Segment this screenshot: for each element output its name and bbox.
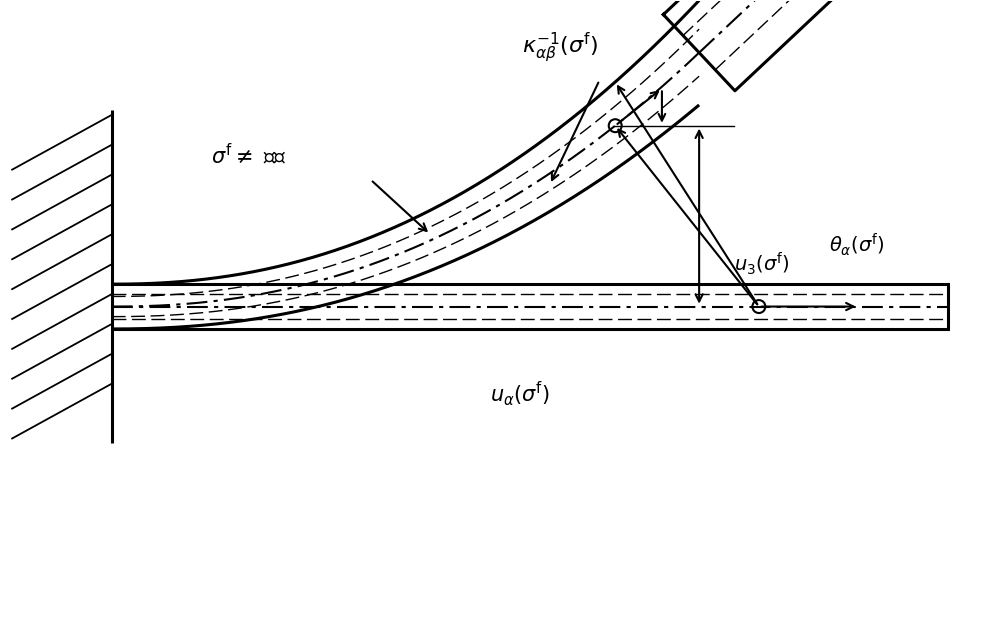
Text: $u_3(\sigma^{\rm f})$: $u_3(\sigma^{\rm f})$ [734, 251, 790, 277]
Text: $u_{\alpha}(\sigma^{\rm f})$: $u_{\alpha}(\sigma^{\rm f})$ [490, 380, 550, 408]
Text: $\theta_{\alpha}(\sigma^{\rm f})$: $\theta_{\alpha}(\sigma^{\rm f})$ [829, 231, 884, 258]
Text: $\kappa_{\alpha\beta}^{-1}(\sigma^{\rm f})$: $\kappa_{\alpha\beta}^{-1}(\sigma^{\rm f… [522, 31, 598, 65]
Text: $\sigma^{\rm f} \neq$ 常数: $\sigma^{\rm f} \neq$ 常数 [211, 142, 287, 167]
